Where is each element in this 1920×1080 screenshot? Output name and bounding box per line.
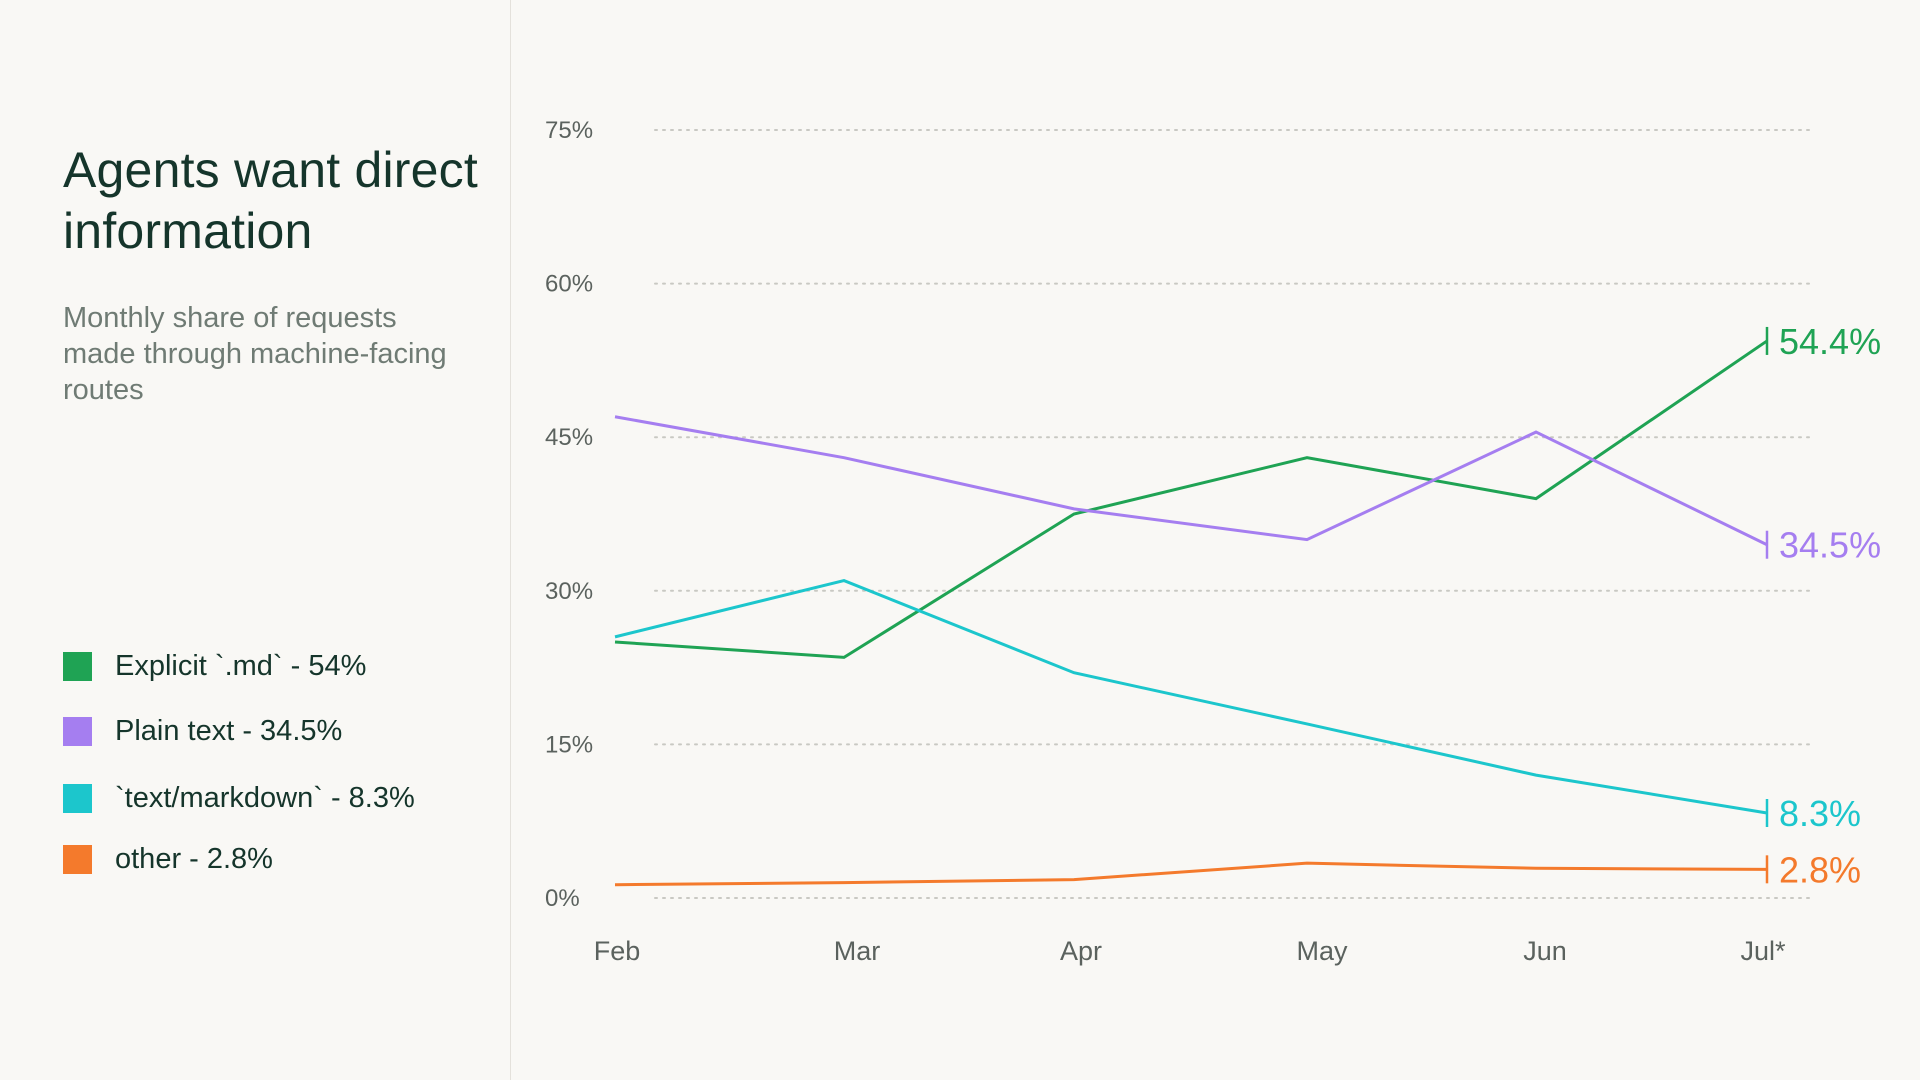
legend-label: Explicit `.md` - 54% bbox=[115, 650, 367, 682]
legend-swatch bbox=[63, 652, 92, 681]
series-line bbox=[614, 339, 1768, 659]
legend-swatch bbox=[63, 717, 92, 746]
left-panel: Agents want direct information Monthly s… bbox=[0, 0, 511, 1080]
legend-label: `text/markdown` - 8.3% bbox=[115, 782, 415, 814]
series-end-label: 54.4% bbox=[1779, 321, 1881, 362]
series-end-label: 34.5% bbox=[1779, 525, 1881, 566]
y-tick-label: 60% bbox=[545, 271, 593, 298]
y-tick-label: 30% bbox=[545, 578, 593, 605]
series-line bbox=[614, 578, 1768, 815]
y-tick-label: 75% bbox=[545, 117, 593, 144]
legend-label: other - 2.8% bbox=[115, 843, 273, 875]
x-tick-label: Jun bbox=[1523, 936, 1567, 966]
legend-item: Explicit `.md` - 54% bbox=[63, 650, 366, 683]
x-tick-label: Feb bbox=[594, 936, 641, 966]
x-tick-label: Mar bbox=[834, 936, 881, 966]
series-line bbox=[614, 861, 1768, 887]
y-tick-label: 15% bbox=[545, 731, 593, 758]
legend-swatch bbox=[63, 784, 92, 813]
legend-item: Plain text - 34.5% bbox=[63, 715, 342, 748]
y-tick-label: 45% bbox=[545, 424, 593, 451]
chart-subtitle: Monthly share of requests made through m… bbox=[63, 302, 447, 406]
line-chart: 0% 15% 30% 45% 60% 75% Feb Mar Apr May Jun Jul* 54.4… bbox=[545, 117, 1881, 966]
x-tick-label: Apr bbox=[1060, 936, 1102, 966]
chart-title: Agents want direct information bbox=[63, 142, 478, 259]
legend-item: other - 2.8% bbox=[63, 843, 273, 876]
x-tick-label: Jul* bbox=[1740, 936, 1786, 966]
legend-item: `text/markdown` - 8.3% bbox=[63, 782, 415, 815]
series-line bbox=[614, 415, 1768, 547]
legend-swatch bbox=[63, 845, 92, 874]
y-tick-label: 0% bbox=[545, 885, 580, 912]
legend-label: Plain text - 34.5% bbox=[115, 715, 343, 747]
x-tick-label: May bbox=[1296, 936, 1348, 966]
series-end-label: 8.3% bbox=[1779, 793, 1861, 834]
series-end-label: 2.8% bbox=[1779, 849, 1861, 890]
